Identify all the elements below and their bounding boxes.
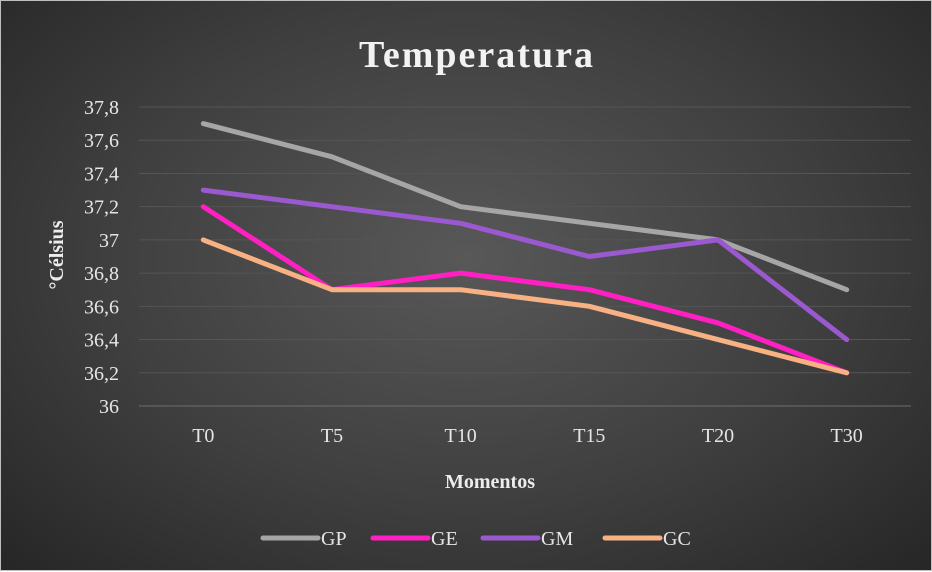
legend: GP GE GM GC	[260, 528, 691, 550]
x-tick-label: T15	[573, 425, 605, 447]
y-tick-label: 36	[99, 396, 119, 418]
y-tick-label: 37,8	[84, 97, 119, 119]
legend-label-gc: GC	[663, 528, 691, 550]
series-line-gm	[200, 187, 850, 343]
y-axis-ticks: 36 36,2 36,4 36,6 36,8 37 37,2 37,4 37,6 37,8	[84, 97, 119, 418]
x-tick-label: T0	[192, 425, 214, 447]
legend-label-gp: GP	[321, 528, 347, 550]
x-axis-ticks: T0 T5 T10 T15 T20 T30	[192, 425, 863, 447]
x-tick-label: T10	[445, 425, 477, 447]
y-tick-label: 36,4	[84, 330, 119, 352]
y-tick-label: 37,6	[84, 130, 119, 152]
y-tick-label: 37,4	[84, 163, 119, 185]
series-line-ge	[200, 204, 850, 376]
x-axis-title: Momentos	[445, 471, 535, 493]
y-axis-title: °Célsius	[46, 220, 68, 289]
y-tick-label: 37	[99, 230, 119, 252]
series-line-gp	[200, 121, 850, 293]
series-line-gc	[200, 237, 850, 376]
legend-label-ge: GE	[431, 528, 458, 550]
chart-title: Temperatura	[359, 34, 595, 76]
y-tick-label: 36,2	[84, 363, 119, 385]
x-tick-label: T5	[321, 425, 343, 447]
legend-label-gm: GM	[541, 528, 573, 550]
series-lines	[200, 121, 850, 376]
x-tick-label: T30	[831, 425, 863, 447]
x-tick-label: T20	[702, 425, 734, 447]
y-tick-label: 37,2	[84, 197, 119, 219]
y-tick-label: 36,8	[84, 263, 119, 285]
y-tick-label: 36,6	[84, 296, 119, 318]
